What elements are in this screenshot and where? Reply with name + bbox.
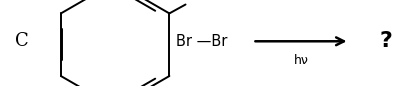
Text: C: C xyxy=(15,32,29,50)
Text: ?: ? xyxy=(379,31,392,51)
Text: hν: hν xyxy=(294,54,308,67)
Text: Br —Br: Br —Br xyxy=(176,34,228,49)
